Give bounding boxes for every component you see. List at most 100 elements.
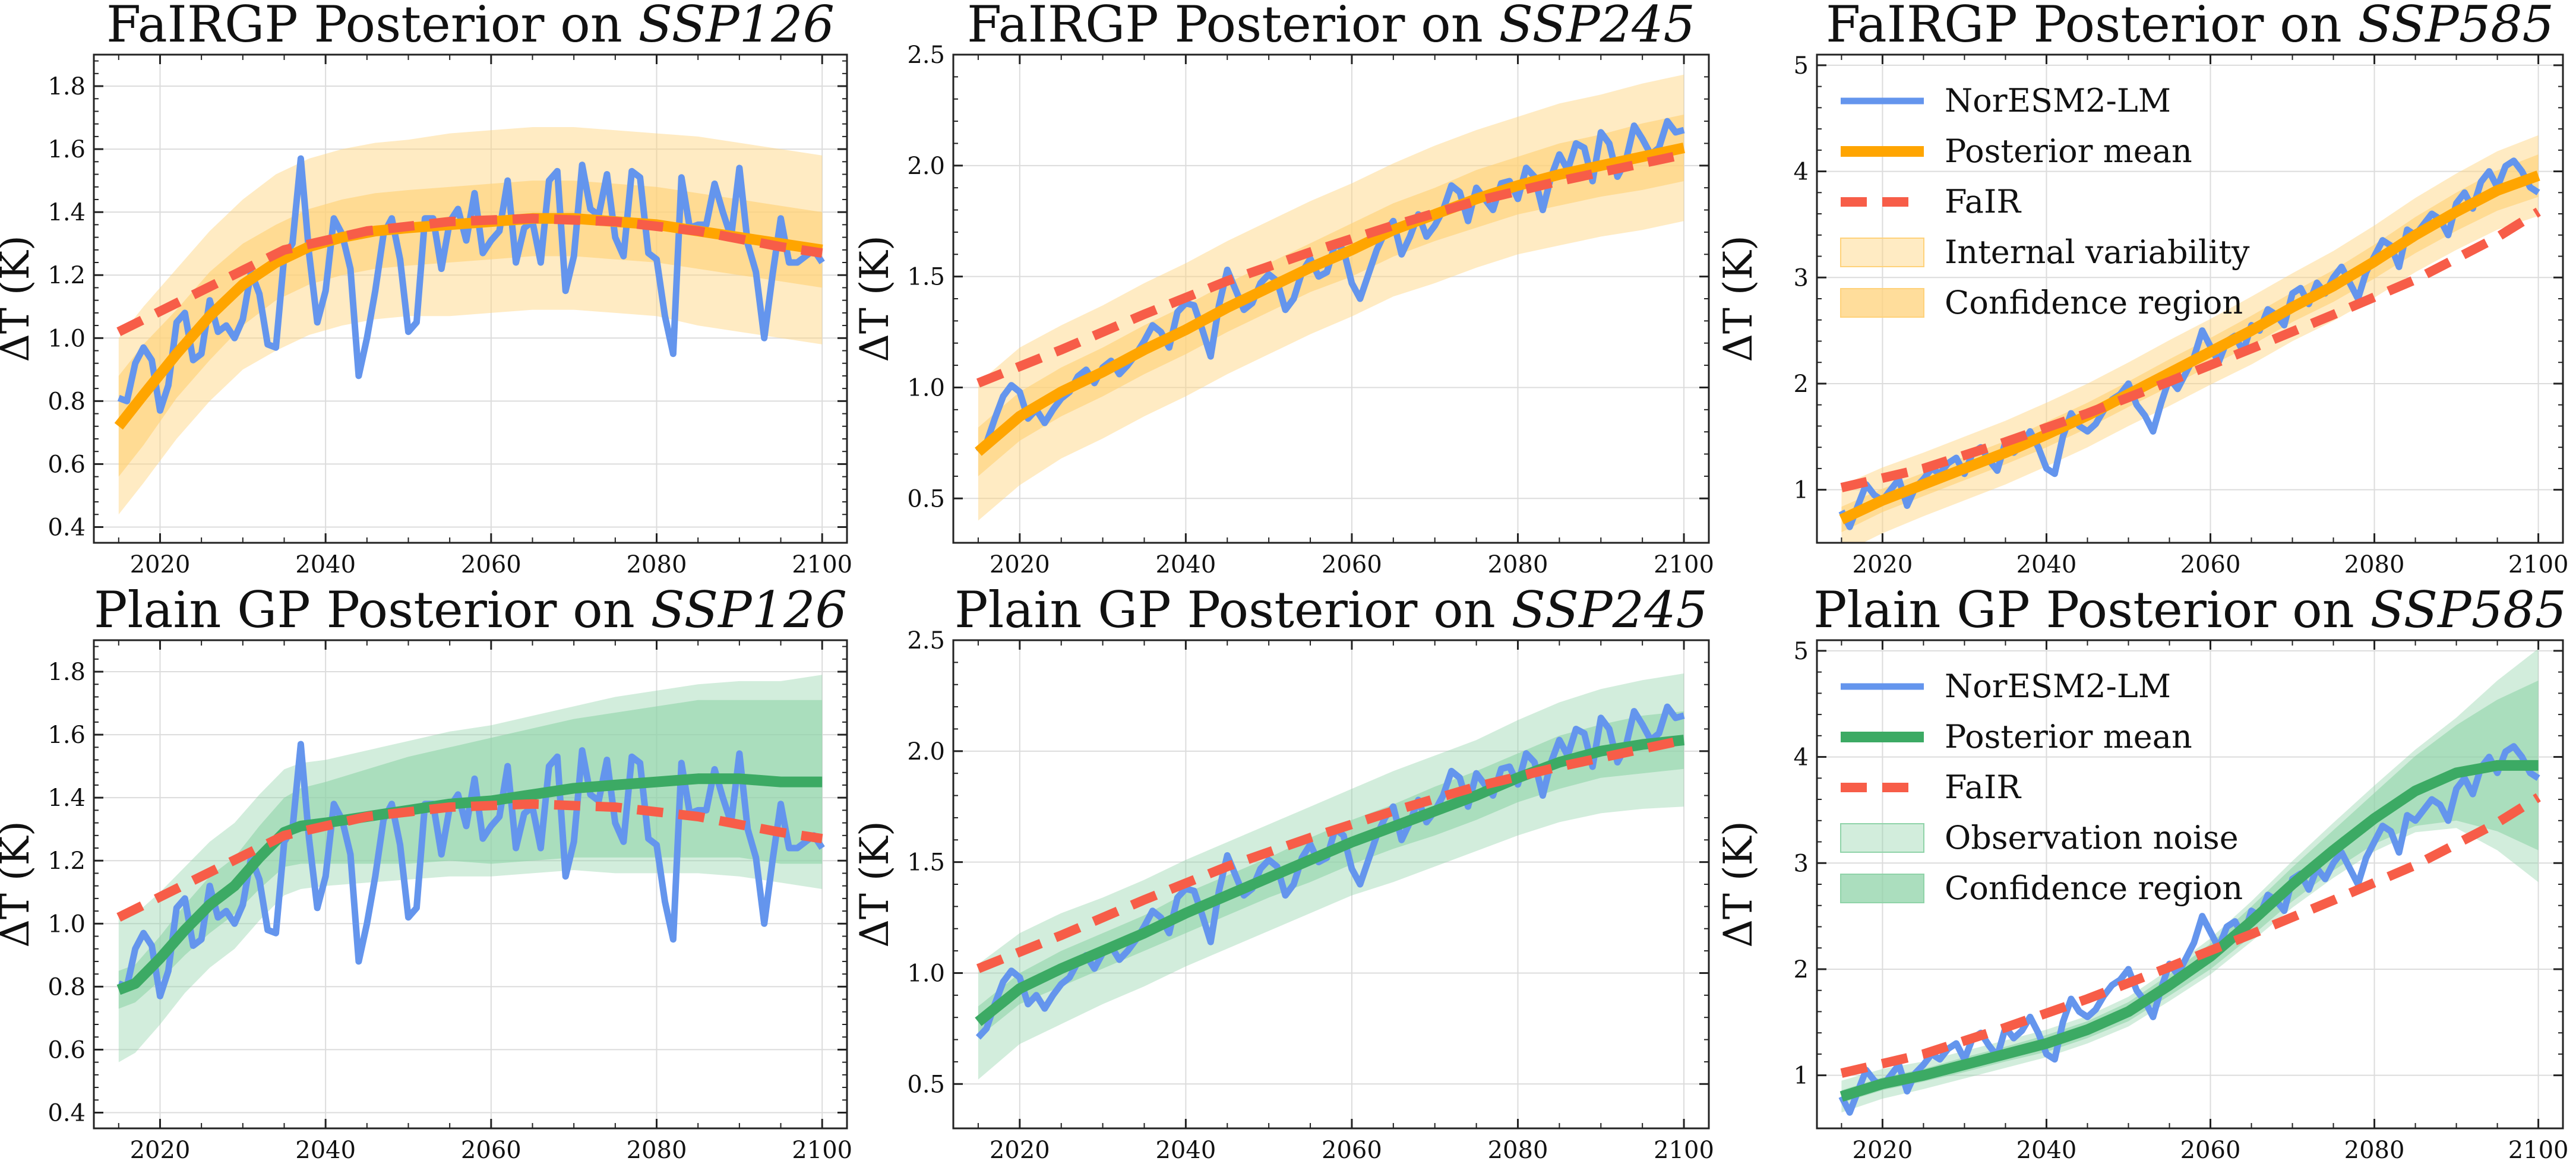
x-tick-label: 2040 [295,551,356,578]
panel-title-scenario: SSP245 [1499,0,1695,53]
y-tick-label: 5 [1794,638,1809,665]
x-tick-label: 2020 [130,1137,191,1164]
panel-title-scenario: SSP126 [651,581,847,639]
y-axis-label: ΔT (K) [852,235,897,362]
plot-area [975,74,1685,521]
y-tick-label: 1.2 [48,262,86,289]
panel-title-prefix: FaIRGP Posterior on [967,0,1499,53]
y-axis-label: ΔT (K) [1715,821,1761,947]
y-axis-label: ΔT (K) [852,821,897,947]
x-tick-label: 2100 [792,551,852,578]
y-tick-label: 0.5 [907,1071,945,1098]
panel-5: 2020 2040 2060 2080 2100 0.5 1.0 1.5 2.0 2.5 ΔT (K… [852,581,1714,1164]
y-tick-label: 0.5 [907,485,945,513]
plot-area [1838,649,2541,1116]
legend-label-5: Confidence region [1945,869,2243,907]
panel-2: 2020 2040 2060 2080 2100 0.5 1.0 1.5 2.0 2.5 ΔT (K… [852,0,1714,578]
fair-line [116,799,823,922]
x-tick-label: 2080 [627,551,687,578]
y-tick-label: 5 [1794,52,1809,80]
panel-title: FaIRGP Posterior on SSP245 [967,0,1695,53]
y-tick-label: 0.4 [48,1099,86,1127]
x-tick-label: 2100 [2508,551,2569,578]
legend-label-4: Observation noise [1945,819,2239,856]
legend-label-2: Posterior mean [1945,132,2192,170]
x-tick-label: 2100 [1654,551,1714,578]
legend-label-3: FaIR [1945,183,2021,220]
x-tick-label: 2080 [1488,551,1548,578]
y-tick-label: 1.0 [48,325,86,352]
fair-line [976,735,1685,973]
y-axis-label: ΔT (K) [0,235,38,362]
panel-title: Plain GP Posterior on SSP245 [954,581,1708,639]
x-tick-label: 2100 [2508,1137,2569,1164]
fair-line [976,150,1685,388]
y-tick-label: 0.6 [48,451,86,478]
panel-title-scenario: SSP245 [1512,581,1708,639]
confidence-region-band [978,711,1684,1038]
y-tick-label: 2.5 [907,627,945,654]
posterior-mean-line [116,773,823,995]
y-tick-label: 0.6 [48,1036,86,1064]
observation-noise-band [1841,649,2539,1113]
confidence-region-band [1841,680,2539,1103]
y-tick-label: 4 [1794,744,1809,771]
x-tick-label: 2060 [1322,551,1382,578]
noresm2-lm-line [117,155,825,414]
x-tick-label: 2080 [2344,1137,2405,1164]
plot-area [975,673,1685,1080]
noresm2-lm-line [975,703,1685,1040]
y-tick-label: 3 [1794,264,1809,292]
panel-3: 2020 2040 2060 2080 2100 1 2 3 4 5 ΔT (K) FaIRGP Po… [1715,0,2568,578]
panel-title: Plain GP Posterior on SSP585 [1813,581,2566,639]
y-tick-label: 1.8 [48,73,86,100]
posterior-mean-line [975,143,1685,456]
x-tick-label: 2060 [2180,1137,2241,1164]
panel-title-prefix: Plain GP Posterior on [94,581,651,639]
panel-title: FaIRGP Posterior on SSP126 [106,0,835,53]
x-tick-label: 2040 [1155,551,1216,578]
panel-title-scenario: SSP585 [2370,581,2566,639]
y-tick-label: 1.6 [48,136,86,163]
legend-label-5: Confidence region [1945,284,2243,321]
x-tick-label: 2040 [2016,551,2077,578]
x-tick-label: 2060 [2180,551,2241,578]
panel-title-prefix: Plain GP Posterior on [954,581,1512,639]
panel-title: Plain GP Posterior on SSP126 [94,581,847,639]
panel-title-prefix: FaIRGP Posterior on [106,0,639,53]
x-tick-label: 2020 [130,551,191,578]
posterior-mean-line [1839,760,2539,1102]
panel-title-scenario: SSP126 [639,0,835,53]
y-tick-label: 2.0 [907,153,945,180]
y-tick-label: 1 [1794,477,1809,504]
legend-label-1: NorESM2-LM [1945,82,2171,119]
panel-title-scenario: SSP585 [2358,0,2554,53]
x-tick-label: 2080 [627,1137,687,1164]
legend-swatch-5 [1840,874,1924,903]
axes-frame [93,639,848,1130]
legend-swatch-5 [1840,288,1924,318]
legend: NorESM2-LM Posterior mean FaIR Internal var… [1840,82,2250,321]
plot-area [114,127,825,515]
y-tick-label: 4 [1794,159,1809,186]
x-tick-label: 2040 [1155,1137,1216,1164]
plot-area [116,675,825,1062]
y-tick-label: 2.0 [907,738,945,766]
panel-title-prefix: FaIRGP Posterior on [1826,0,2358,53]
panel-1: 2020 2040 2060 2080 2100 0.4 0.6 0.8 1.0 1.2 1.4 1.… [0,0,852,578]
y-tick-label: 2 [1794,956,1809,983]
x-tick-label: 2100 [1654,1137,1714,1164]
posterior-mean-line [1839,170,2540,524]
legend-label-4: Internal variability [1945,233,2250,271]
legend: NorESM2-LM Posterior mean FaIR Observation … [1840,668,2243,907]
plot-area [1838,135,2541,543]
x-tick-label: 2080 [2344,551,2405,578]
y-tick-label: 3 [1794,850,1809,877]
y-tick-label: 1.0 [907,960,945,987]
legend-label-2: Posterior mean [1945,718,2192,755]
y-tick-label: 1.5 [907,264,945,291]
axes-frame [93,53,848,544]
x-tick-label: 2020 [1853,551,1913,578]
x-tick-label: 2020 [990,1137,1050,1164]
